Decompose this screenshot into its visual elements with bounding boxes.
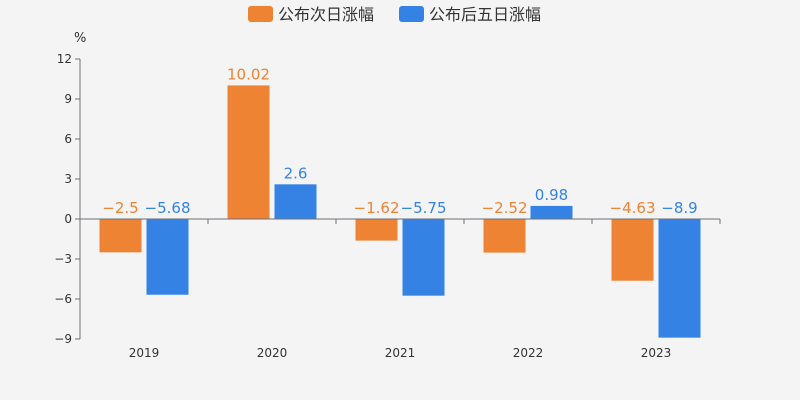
bars xyxy=(99,85,701,338)
y-axis-unit-label: % xyxy=(74,31,86,46)
x-tick-label: 2021 xyxy=(385,346,416,360)
y-tick-label: −6 xyxy=(54,292,72,306)
y-tick-label: 9 xyxy=(64,92,72,106)
y-tick-label: 12 xyxy=(57,52,72,66)
bar-five-day[interactable] xyxy=(530,205,573,219)
x-tick-label: 2020 xyxy=(257,346,288,360)
bar-five-day[interactable] xyxy=(402,219,445,296)
data-label: −2.5 xyxy=(102,199,138,217)
bar-next-day[interactable] xyxy=(611,219,654,281)
bar-next-day[interactable] xyxy=(227,85,270,220)
data-label: 2.6 xyxy=(284,164,308,182)
data-label: −1.62 xyxy=(354,199,400,217)
y-tick-label: 0 xyxy=(64,212,72,226)
data-label: −5.75 xyxy=(401,199,447,217)
data-label: 10.02 xyxy=(227,65,270,83)
data-label: −4.63 xyxy=(610,199,656,217)
y-tick-label: −9 xyxy=(54,332,72,346)
legend-swatch-next-day xyxy=(248,6,273,22)
data-label: −5.68 xyxy=(145,199,191,217)
bar-next-day[interactable] xyxy=(483,219,526,253)
y-tick-label: 6 xyxy=(64,132,72,146)
legend-label-five-day: 公布后五日涨幅 xyxy=(429,5,541,24)
x-tick-label: 2019 xyxy=(129,346,160,360)
data-label: −8.9 xyxy=(661,199,697,217)
y-tick-label: −3 xyxy=(54,252,72,266)
bar-next-day[interactable] xyxy=(99,219,142,253)
data-labels: −2.5 −5.68 10.02 2.6 −1.62 −5.75 −2.52 0.98 −4.6… xyxy=(102,65,697,217)
y-axis: 12 9 6 3 0 −3 −6 −9 xyxy=(54,52,81,346)
legend-item-next-day[interactable]: 公布次日涨幅 xyxy=(248,5,374,24)
legend-label-next-day: 公布次日涨幅 xyxy=(278,5,374,24)
x-tick-label: 2022 xyxy=(513,346,544,360)
y-tick-label: 3 xyxy=(64,172,72,186)
data-label: 0.98 xyxy=(535,186,568,204)
legend-swatch-five-day xyxy=(399,6,424,22)
bar-next-day[interactable] xyxy=(355,219,398,241)
x-tick-label: 2023 xyxy=(641,346,672,360)
bar-five-day[interactable] xyxy=(274,184,317,219)
x-axis: 2019 2020 2021 2022 2023 xyxy=(79,218,721,360)
bar-five-day[interactable] xyxy=(146,219,189,295)
bar-five-day[interactable] xyxy=(658,219,701,338)
data-label: −2.52 xyxy=(482,199,528,217)
legend-item-five-day[interactable]: 公布后五日涨幅 xyxy=(399,5,541,24)
legend: 公布次日涨幅 公布后五日涨幅 xyxy=(248,5,541,24)
